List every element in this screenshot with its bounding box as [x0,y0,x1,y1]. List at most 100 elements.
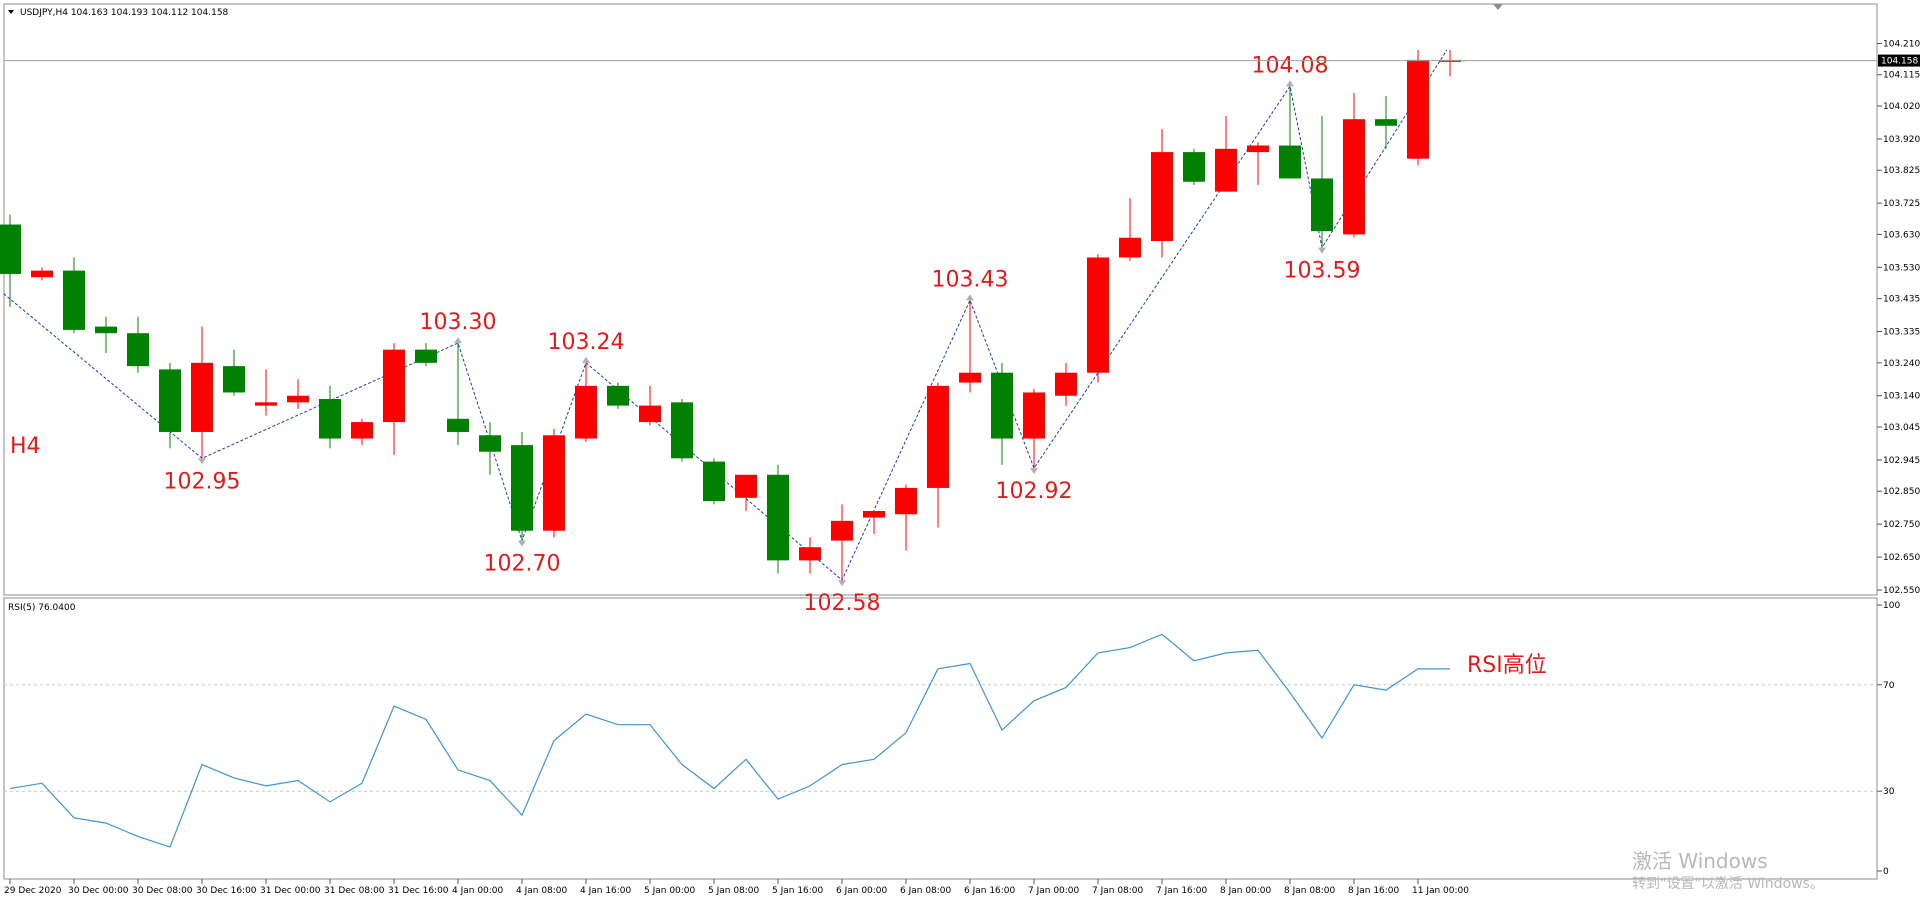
candle [895,484,917,551]
swing-high-marker [454,337,462,344]
candle [1023,389,1045,469]
candle-body [575,385,597,439]
candle [31,267,53,281]
candle [799,537,821,574]
price-tick-label: 104.115 [1883,71,1920,81]
candle-body [1279,145,1301,179]
time-tick-label: 5 Jan 08:00 [708,886,760,896]
time-tick-label: 8 Jan 08:00 [1284,886,1336,896]
swing-low-marker [1030,468,1038,475]
swing-high-label: 103.24 [548,330,625,355]
swing-high-marker [582,356,590,363]
swing-low-label: 102.95 [164,469,241,494]
time-tick-label: 6 Jan 08:00 [900,886,952,896]
time-tick-label: 7 Jan 00:00 [1028,886,1080,896]
candle-body [671,402,693,459]
price-tick-label: 102.850 [1883,487,1920,497]
candle [447,343,469,446]
price-pane: USDJPY,H4 104.163 104.193 104.112 104.15… [0,3,1920,616]
candle [1279,86,1301,179]
candle [223,349,245,396]
time-tick-label: 8 Jan 16:00 [1348,886,1400,896]
candle [0,214,21,307]
rsi-axis: 100 70 30 0 [1877,601,1900,877]
swing-low-label: 103.59 [1284,259,1361,284]
candle-body [1375,119,1397,126]
candle [767,464,789,574]
candle [479,422,501,475]
candle-body [255,402,277,406]
price-tick-label: 103.920 [1883,135,1920,145]
price-pane-frame [3,3,1878,596]
last-price-marker: 104.158 [4,54,1920,67]
candle [735,474,757,511]
price-tick-label: 104.020 [1883,102,1920,112]
swing-low-label: 102.58 [804,591,881,616]
timeframe-label: H4 [10,434,41,459]
swing-high-marker [966,294,974,301]
candle-body [1055,372,1077,396]
rsi-tick-label: 100 [1883,601,1900,611]
rsi-pane: RSI(5) 76.0400 100 70 30 0 RSI高位 [3,597,1900,880]
candle-body [799,547,821,561]
candle-body [1119,237,1141,258]
candle-body [1343,119,1365,235]
swing-low-marker [518,540,526,547]
swing-high-label: 103.30 [420,310,497,335]
shift-marker-icon[interactable] [1493,4,1503,10]
time-tick-label: 5 Jan 16:00 [772,886,824,896]
candle-body [1215,148,1237,192]
rsi-line [9,633,1450,848]
candle-body [63,270,85,330]
price-tick-label: 102.550 [1883,586,1920,596]
candle-body [543,435,565,531]
last-price-label: 104.158 [1881,57,1918,67]
price-tick-label: 103.335 [1883,328,1920,338]
price-tick-label: 103.725 [1883,199,1920,209]
candle [671,399,693,462]
rsi-header: RSI(5) 76.0400 [8,603,76,613]
last-price-box [1878,54,1920,67]
time-tick-label: 4 Jan 16:00 [580,886,632,896]
candle [1247,142,1269,186]
time-tick-label: 6 Jan 00:00 [836,886,888,896]
time-axis: 29 Dec 2020 30 Dec 00:00 30 Dec 08:00 30 De… [4,879,1469,896]
time-tick-label: 30 Dec 16:00 [196,886,257,896]
candle [1055,362,1077,406]
candle [319,385,341,449]
candle [927,382,949,528]
candle-body [895,487,917,515]
time-tick-label: 8 Jan 00:00 [1220,886,1272,896]
candle-body [127,333,149,367]
dropdown-triangle-icon[interactable] [8,10,14,14]
time-tick-label: 31 Dec 08:00 [324,886,385,896]
candle [1183,148,1205,186]
time-tick-label: 7 Jan 16:00 [1156,886,1208,896]
candle-body [383,349,405,423]
candle-body [31,270,53,278]
price-tick-label: 102.650 [1883,553,1920,563]
price-axis: 104.210 104.115 104.020 103.920 103.825 103.7… [1877,39,1920,596]
candle [63,257,85,334]
candle-body [351,422,373,439]
candle [1087,254,1109,383]
candle [1311,115,1333,248]
price-tick-label: 103.140 [1883,392,1920,402]
price-tick-label: 103.825 [1883,166,1920,176]
candle-body [607,385,629,406]
candle [191,326,213,459]
time-tick-label: 4 Jan 08:00 [516,886,568,896]
candle-body [703,461,725,502]
candle-body [1311,178,1333,232]
swing-low-marker [198,458,206,465]
candle [1375,96,1397,149]
candle-body [735,474,757,498]
time-tick-label: 29 Dec 2020 [4,886,62,896]
candle-body [415,349,437,363]
symbol-header: USDJPY,H4 104.163 104.193 104.112 104.15… [20,8,229,18]
swing-high-label: 103.43 [932,267,1009,292]
candle-body [927,385,949,488]
candle [127,316,149,373]
